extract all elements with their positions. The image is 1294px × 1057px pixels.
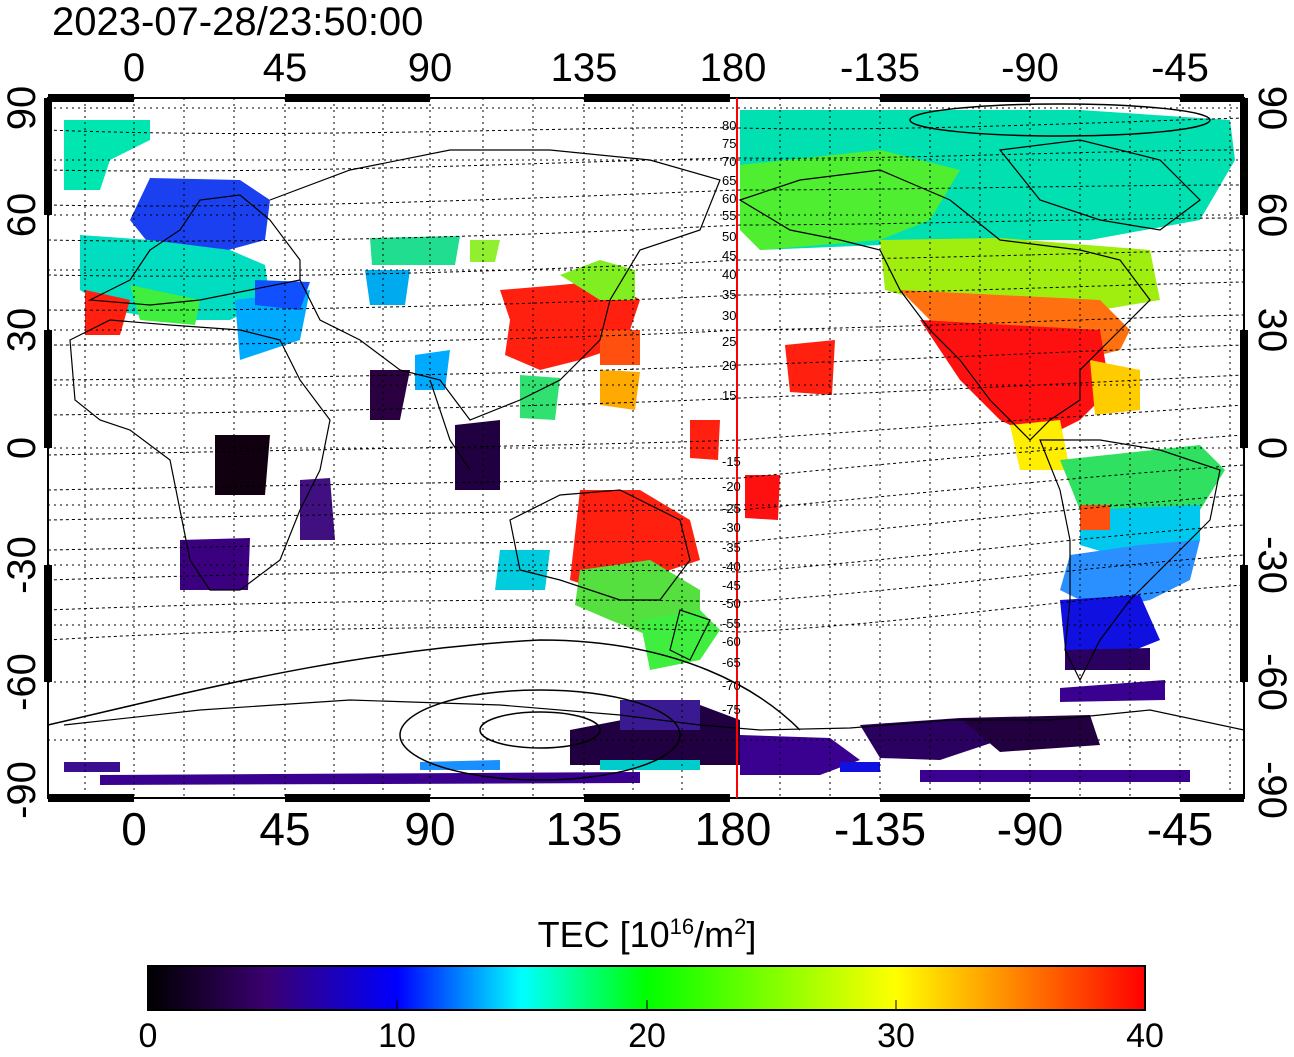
colorbar-ticks [147,1000,1146,1010]
lon-tick: -45 [1151,46,1209,90]
contour-label: 70 [722,154,737,169]
contour-label: -30 [722,520,741,535]
lon-tick: 180 [694,803,772,855]
contour-label: 65 [722,173,737,188]
colorbar-title-unit-exponent: 2 [734,914,747,939]
lon-tick: 0 [122,46,146,90]
contour-label: -25 [722,501,741,516]
contour-label: 50 [722,229,737,244]
lat-tick: -90 [1250,761,1294,819]
lat-tick: -60 [1250,653,1294,711]
lon-tick: 135 [545,803,623,855]
coastlines [63,139,1244,731]
contour-label: 55 [722,208,737,223]
colorbar-tick-label: 10 [378,1017,416,1055]
colorbar-tick-label: 40 [1126,1017,1164,1055]
lat-tick: 90 [0,85,44,131]
contour-label: -45 [722,578,741,593]
lon-tick: 180 [699,46,767,90]
lon-tick: 135 [550,46,618,90]
lon-tick: -135 [839,46,921,90]
tec-data-layer [64,110,1235,785]
contour-label: -70 [722,678,741,693]
lon-tick: -90 [996,803,1064,855]
lon-tick: 45 [262,46,308,90]
lon-tick: 0 [121,803,147,855]
contour-label: 35 [722,287,737,302]
colorbar-tick-label: 30 [877,1017,915,1055]
contour-label: 75 [722,136,737,151]
lon-tick: 45 [259,803,311,855]
contour-label: -50 [722,596,741,611]
contour-label: 15 [722,388,737,403]
lat-tick: -90 [0,761,44,819]
contour-label: 45 [722,248,737,263]
contour-label: -75 [722,702,741,717]
colorbar-tick-label: 0 [138,1017,158,1055]
colorbar-title-exponent: 16 [669,914,695,939]
colorbar-title-unit: /m [694,914,735,955]
lat-tick: 30 [0,307,44,353]
lat-tick: 90 [1250,85,1294,131]
contour-label: 60 [722,191,737,206]
lat-tick: 0 [1250,436,1294,460]
colorbar-tick-label: 20 [628,1017,666,1055]
contour-label: 30 [722,308,737,323]
lon-tick: 90 [407,46,453,90]
contour-label: 80 [722,118,737,133]
contour-label: -20 [722,479,741,494]
lon-tick: 90 [404,803,456,855]
contour-label: -60 [722,634,741,649]
lat-tick: -30 [1250,536,1294,594]
lat-tick: 60 [0,192,44,238]
contour-label: 20 [722,358,737,373]
lat-tick: 0 [0,436,44,460]
contour-label: -15 [722,454,741,469]
contour-label: -35 [722,540,741,555]
colorbar-title-prefix: TEC [10 [537,914,670,955]
lon-tick: -45 [1146,803,1214,855]
lat-tick: -60 [0,653,44,711]
contour-label: -40 [722,559,741,574]
axis-bars [44,94,1248,802]
lon-tick: -135 [833,803,927,855]
lat-tick: 30 [1250,307,1294,353]
contour-label: -55 [722,616,741,631]
lon-tick: -90 [1001,46,1059,90]
lat-tick: -30 [0,536,44,594]
colorbar-title-suffix: ] [746,914,757,955]
contour-label: 25 [722,334,737,349]
contour-label: 40 [722,267,737,282]
timestamp-label: 2023-07-28/23:50:00 [52,0,424,44]
contour-label: -65 [722,655,741,670]
polar-contours [48,103,1211,781]
colorbar-title: TEC [1016/m2] [0,905,1294,957]
lat-tick: 60 [1250,192,1294,238]
